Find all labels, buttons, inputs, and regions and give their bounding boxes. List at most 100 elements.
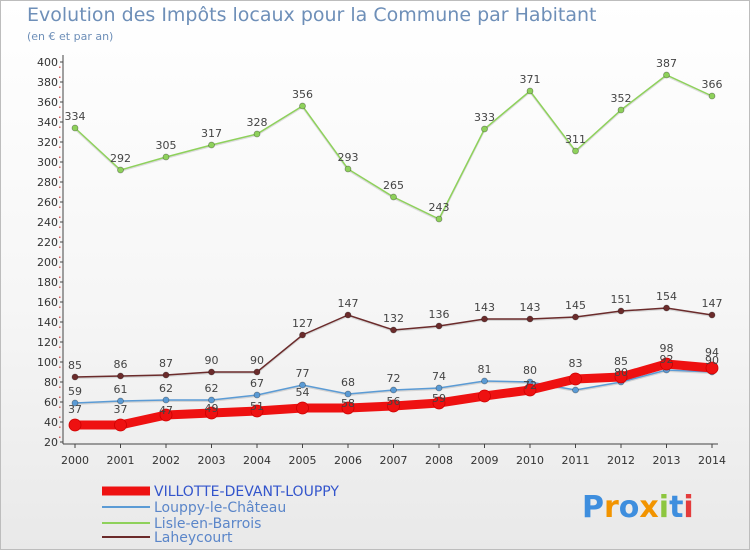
y-minor-tick bbox=[59, 276, 61, 278]
x-tick-label: 2005 bbox=[289, 454, 317, 467]
series-point bbox=[117, 166, 124, 174]
y-tick-label: 380 bbox=[37, 76, 58, 89]
data-label: 54 bbox=[296, 386, 310, 399]
data-label: 154 bbox=[656, 290, 677, 303]
data-label: 47 bbox=[159, 404, 173, 417]
data-label: 74 bbox=[432, 370, 446, 383]
series-layer bbox=[68, 71, 719, 432]
y-tick-label: 160 bbox=[37, 296, 58, 309]
series-point bbox=[205, 406, 218, 420]
data-label: 387 bbox=[656, 57, 677, 70]
y-minor-tick bbox=[59, 386, 61, 388]
y-minor-tick bbox=[59, 426, 61, 428]
data-label: 145 bbox=[565, 299, 586, 312]
y-minor-tick bbox=[59, 106, 61, 108]
data-label: 72 bbox=[387, 372, 401, 385]
series-point bbox=[253, 130, 261, 138]
series-point bbox=[71, 399, 79, 407]
series-point bbox=[526, 315, 534, 323]
y-minor-tick bbox=[59, 326, 61, 328]
data-label: 85 bbox=[68, 359, 82, 372]
data-label: 77 bbox=[296, 367, 310, 380]
data-label: 94 bbox=[705, 346, 719, 359]
brand-letter: i bbox=[659, 490, 669, 525]
y-minor-tick bbox=[59, 336, 61, 338]
y-minor-tick bbox=[59, 416, 61, 418]
y-minor-tick bbox=[59, 176, 61, 178]
brand-letter: x bbox=[639, 490, 658, 525]
brand-letter: t bbox=[669, 490, 683, 525]
x-tick-label: 2004 bbox=[243, 454, 271, 467]
y-minor-tick bbox=[59, 246, 61, 248]
series-point bbox=[387, 399, 400, 413]
brand-letter: r bbox=[604, 490, 619, 525]
data-label: 83 bbox=[569, 357, 583, 370]
brand-letter: P bbox=[582, 490, 604, 525]
series-point bbox=[68, 418, 82, 432]
data-label: 90 bbox=[250, 354, 264, 367]
brand-letter: o bbox=[619, 490, 640, 525]
data-label: 143 bbox=[520, 301, 541, 314]
x-tick-label: 2000 bbox=[61, 454, 89, 467]
data-label: 59 bbox=[432, 392, 446, 405]
axes: 20 40 60 80 100 120 140 160 180 200 220 240 260 280 30… bbox=[37, 55, 726, 467]
data-label: 151 bbox=[611, 293, 632, 306]
series-point bbox=[663, 71, 670, 79]
series-point bbox=[481, 377, 488, 385]
y-minor-tick bbox=[59, 156, 61, 158]
series-point bbox=[390, 386, 397, 394]
brand-logo: Proxiti bbox=[582, 490, 694, 525]
y-minor-tick bbox=[59, 216, 61, 218]
series-point bbox=[299, 331, 306, 339]
series-point bbox=[250, 404, 264, 418]
x-tick-label: 2003 bbox=[198, 454, 226, 467]
data-label: 58 bbox=[341, 397, 355, 410]
y-minor-tick bbox=[59, 296, 61, 298]
series-point bbox=[617, 307, 625, 315]
data-label: 293 bbox=[338, 151, 359, 164]
y-minor-tick bbox=[59, 186, 61, 188]
y-minor-tick bbox=[59, 146, 61, 148]
y-tick-label: 80 bbox=[44, 376, 58, 389]
data-label: 90 bbox=[705, 354, 719, 367]
data-label: 80 bbox=[523, 364, 537, 377]
data-label: 243 bbox=[429, 201, 450, 214]
series-point bbox=[526, 87, 534, 95]
series-point bbox=[344, 390, 352, 398]
series-point bbox=[208, 141, 215, 149]
series-point bbox=[569, 372, 582, 386]
brand-letter: i bbox=[683, 490, 693, 525]
series-point bbox=[390, 326, 397, 334]
data-label: 62 bbox=[159, 382, 173, 395]
y-minor-tick bbox=[59, 86, 61, 88]
y-tick-label: 340 bbox=[37, 116, 58, 129]
series-point bbox=[253, 368, 261, 376]
series-point bbox=[432, 396, 446, 410]
data-label: 67 bbox=[250, 377, 264, 390]
series-point bbox=[435, 215, 443, 223]
series-point bbox=[572, 386, 579, 394]
x-tick-label: 2001 bbox=[107, 454, 135, 467]
y-minor-tick bbox=[59, 76, 61, 78]
series-point bbox=[481, 315, 488, 323]
data-label: 356 bbox=[292, 88, 313, 101]
x-tick-label: 2014 bbox=[698, 454, 726, 467]
y-tick-label: 280 bbox=[37, 176, 58, 189]
series-point bbox=[299, 381, 306, 389]
x-tick-label: 2002 bbox=[152, 454, 180, 467]
y-minor-tick bbox=[59, 126, 61, 128]
data-label: 333 bbox=[474, 111, 495, 124]
y-tick-label: 200 bbox=[37, 256, 58, 269]
y-minor-tick bbox=[59, 346, 61, 348]
series-point bbox=[208, 368, 215, 376]
data-label: 81 bbox=[478, 363, 492, 376]
y-minor-tick bbox=[59, 66, 61, 68]
y-minor-tick bbox=[59, 376, 61, 378]
x-tick-label: 2013 bbox=[653, 454, 681, 467]
x-tick-label: 2012 bbox=[607, 454, 635, 467]
legend: VILLOTTE-DEVANT-LOUPPYLouppy-le-ChâteauL… bbox=[102, 484, 339, 546]
data-label: 56 bbox=[387, 395, 401, 408]
y-minor-tick bbox=[59, 366, 61, 368]
data-label: 62 bbox=[205, 382, 219, 395]
